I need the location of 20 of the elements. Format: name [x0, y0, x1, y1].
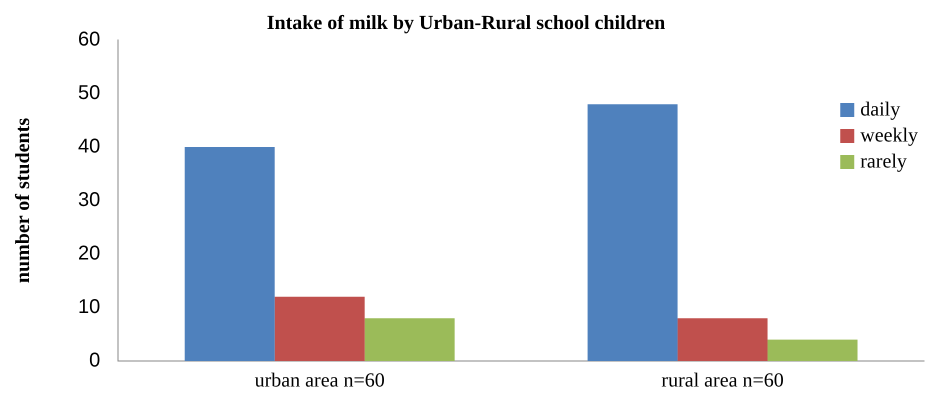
- bar: [364, 318, 455, 361]
- legend-label: daily: [860, 98, 900, 120]
- y-tick-label: 10: [78, 296, 100, 318]
- y-tick-label: 30: [78, 189, 100, 212]
- chart-title: Intake of milk by Urban-Rural school children: [266, 12, 666, 34]
- y-tick-label: 40: [78, 136, 100, 158]
- bar: [768, 340, 858, 361]
- bar: [678, 318, 768, 361]
- y-axis-title: number of students: [12, 118, 34, 284]
- y-tick-label: 20: [78, 242, 100, 265]
- legend-label: weekly: [860, 124, 918, 146]
- legend-label: rarely: [860, 150, 907, 172]
- bar: [588, 104, 678, 361]
- x-tick-label: urban area n=60: [254, 369, 385, 392]
- y-tick-label: 0: [89, 350, 100, 372]
- y-tick-label: 60: [78, 28, 100, 51]
- y-tick-label: 50: [78, 82, 100, 104]
- bar: [274, 296, 365, 361]
- bar: [184, 147, 275, 361]
- x-tick-label: rural area n=60: [661, 369, 784, 392]
